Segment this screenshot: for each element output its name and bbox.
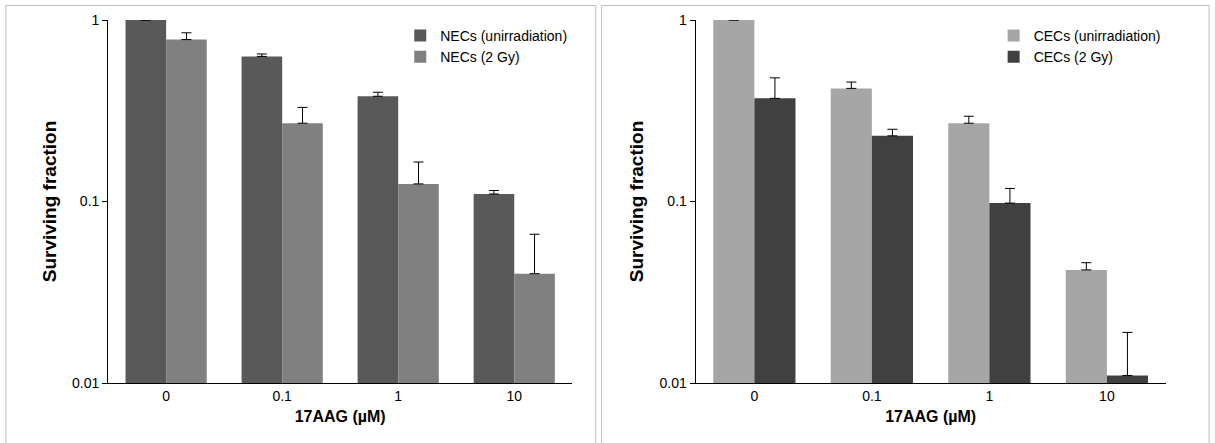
svg-text:CECs (2 Gy): CECs (2 Gy) — [1034, 49, 1113, 65]
svg-text:0: 0 — [162, 388, 170, 404]
svg-text:10: 10 — [506, 388, 522, 404]
svg-text:CECs (unirradiation): CECs (unirradiation) — [1034, 28, 1161, 44]
svg-text:1: 1 — [92, 12, 100, 28]
svg-text:NECs (unirradiation): NECs (unirradiation) — [440, 28, 567, 44]
svg-text:0: 0 — [750, 388, 758, 404]
svg-text:17AAG (µM): 17AAG (µM) — [295, 408, 386, 425]
svg-text:0.1: 0.1 — [80, 193, 100, 209]
svg-text:1: 1 — [394, 388, 402, 404]
svg-text:0.01: 0.01 — [660, 375, 687, 391]
svg-text:10: 10 — [1099, 388, 1115, 404]
svg-text:NECs (2 Gy): NECs (2 Gy) — [440, 49, 519, 65]
svg-text:0.1: 0.1 — [862, 388, 882, 404]
svg-text:17AAG (µM): 17AAG (µM) — [885, 408, 976, 425]
svg-text:1: 1 — [679, 12, 687, 28]
svg-text:Surviving fraction: Surviving fraction — [39, 121, 60, 283]
svg-text:0.1: 0.1 — [667, 193, 687, 209]
svg-text:1: 1 — [985, 388, 993, 404]
svg-text:0.1: 0.1 — [272, 388, 292, 404]
svg-text:0.01: 0.01 — [72, 375, 99, 391]
svg-text:Surviving fraction: Surviving fraction — [626, 121, 647, 283]
